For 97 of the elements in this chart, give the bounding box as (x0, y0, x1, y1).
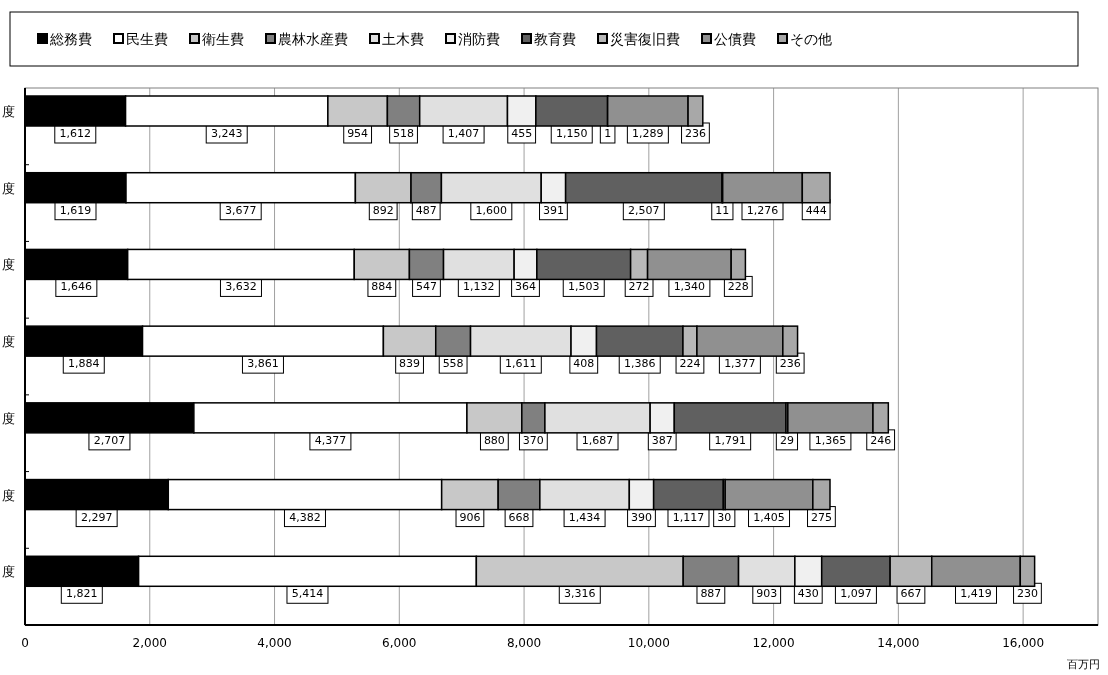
data-label: 1,821 (66, 587, 98, 601)
data-label: 4,382 (289, 510, 321, 524)
data-label: 2,707 (93, 433, 126, 447)
data-label: 903 (756, 587, 778, 601)
legend-label: 教育費 (534, 31, 576, 47)
data-label: 224 (679, 357, 701, 371)
data-label: 1,132 (463, 280, 495, 294)
x-tick-label: 4,000 (257, 636, 292, 650)
y-tick-label: 度 (2, 334, 15, 350)
data-label: 391 (542, 203, 564, 217)
data-label: 4,377 (314, 433, 347, 447)
data-label: 1,434 (568, 510, 601, 524)
data-label: 1,503 (567, 280, 600, 294)
data-label: 887 (700, 587, 722, 601)
data-label: 954 (347, 127, 369, 140)
data-label: 387 (651, 433, 673, 447)
data-label: 430 (797, 587, 819, 601)
data-label: 455 (511, 127, 533, 140)
y-tick-label: 度 (2, 104, 15, 119)
data-label: 884 (371, 280, 393, 294)
data-label: 2,507 (628, 203, 660, 217)
y-tick-label: 度 (2, 410, 15, 426)
legend-label: その他 (790, 31, 832, 47)
data-label: 236 (779, 357, 801, 371)
data-label: 1,289 (632, 127, 664, 140)
data-label: 408 (573, 357, 595, 371)
legend-label: 災害復旧費 (610, 31, 680, 47)
data-label: 892 (372, 203, 394, 217)
legend-label: 民生費 (126, 31, 168, 47)
y-tick-label: 度 (2, 564, 15, 580)
legend-label: 衛生費 (202, 31, 244, 47)
data-label: 1,612 (59, 127, 92, 140)
data-label: 3,243 (210, 127, 243, 140)
data-label: 547 (415, 280, 437, 294)
data-label: 370 (522, 433, 544, 447)
data-label: 444 (805, 203, 827, 217)
data-label: 1,276 (746, 203, 779, 217)
data-label: 5,414 (291, 587, 324, 601)
data-label: 246 (870, 433, 892, 447)
data-label: 1,619 (59, 203, 92, 217)
data-label: 3,677 (224, 203, 257, 217)
data-label: 1,646 (60, 280, 93, 294)
data-label: 558 (442, 357, 464, 371)
data-label: 1 (604, 127, 612, 140)
data-label: 3,632 (225, 280, 257, 294)
x-tick-label: 14,000 (877, 636, 920, 650)
data-label: 236 (684, 127, 706, 140)
data-label: 230 (1016, 587, 1038, 601)
data-label: 1,600 (475, 203, 508, 217)
legend-label: 消防費 (458, 31, 500, 47)
data-label: 1,150 (555, 127, 588, 140)
data-label: 1,687 (581, 433, 614, 447)
data-label: 390 (630, 510, 652, 524)
legend-label: 公債費 (714, 31, 756, 47)
data-label: 1,405 (753, 510, 785, 524)
x-tick-label: 10,000 (627, 636, 670, 650)
data-label: 667 (900, 587, 922, 601)
data-label: 1,611 (505, 357, 537, 371)
data-label: 364 (515, 280, 536, 294)
data-label: 1,340 (673, 280, 706, 294)
data-label: 29 (779, 433, 794, 447)
data-label: 1,097 (840, 587, 872, 601)
x-axis-title: 百万円 (1067, 658, 1100, 671)
x-tick-label: 12,000 (752, 636, 795, 650)
data-label: 1,791 (714, 433, 746, 447)
y-tick-label: 度 (2, 180, 15, 196)
data-label: 3,316 (564, 587, 596, 601)
legend-label: 土木費 (382, 31, 424, 47)
data-label: 2,297 (80, 510, 113, 524)
data-label: 1,117 (672, 510, 705, 524)
data-label: 1,377 (724, 357, 756, 371)
data-label: 668 (508, 510, 530, 524)
x-tick-label: 8,000 (506, 636, 542, 650)
x-tick-label: 2,000 (132, 636, 167, 650)
data-label: 3,861 (247, 357, 279, 371)
data-label: 880 (483, 433, 505, 447)
data-label: 11 (715, 203, 730, 217)
data-label: 272 (628, 280, 650, 294)
data-label: 1,386 (623, 357, 656, 371)
x-tick-label: 16,000 (1002, 636, 1045, 650)
data-label: 1,407 (447, 127, 480, 140)
data-label: 839 (399, 357, 421, 371)
data-label: 1,365 (814, 433, 847, 447)
data-label: 1,419 (960, 587, 992, 601)
legend-label: 農林水産費 (278, 31, 348, 47)
y-tick-label: 度 (2, 487, 15, 503)
data-label: 30 (717, 510, 732, 524)
data-label: 518 (393, 127, 415, 140)
data-label: 228 (727, 280, 749, 294)
x-tick-label: 0 (21, 636, 29, 650)
data-label: 906 (459, 510, 481, 524)
data-label: 487 (415, 203, 437, 217)
data-label: 275 (810, 510, 832, 524)
x-tick-label: 6,000 (382, 636, 417, 650)
data-label: 1,884 (68, 357, 100, 371)
legend-label: 総務費 (49, 31, 92, 47)
y-tick-label: 度 (2, 257, 15, 273)
